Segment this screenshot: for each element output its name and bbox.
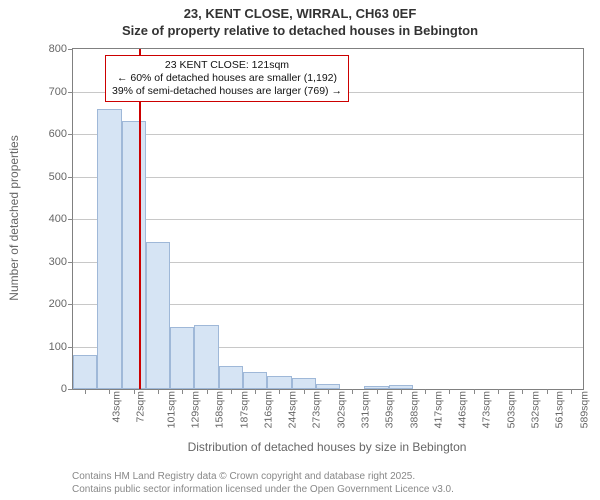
chart-title: 23, KENT CLOSE, WIRRAL, CH63 0EF Size of… xyxy=(0,0,600,40)
x-tick-mark xyxy=(207,389,208,394)
x-tick-label: 532sqm xyxy=(529,391,541,428)
x-tick-mark xyxy=(522,389,523,394)
x-tick-label: 187sqm xyxy=(238,391,250,428)
x-tick-label: 129sqm xyxy=(189,391,201,428)
histogram-bar xyxy=(292,378,316,389)
footer-attribution: Contains HM Land Registry data © Crown c… xyxy=(72,471,454,496)
histogram-bar xyxy=(267,376,291,389)
x-tick-label: 101sqm xyxy=(165,391,177,428)
histogram-bar xyxy=(97,109,121,390)
x-tick-mark xyxy=(352,389,353,394)
y-axis-label: Number of detached properties xyxy=(7,135,21,300)
x-tick-label: 72sqm xyxy=(135,391,147,423)
y-tick-label: 700 xyxy=(49,86,73,98)
x-tick-label: 446sqm xyxy=(457,391,469,428)
annotation-box: 23 KENT CLOSE: 121sqm← 60% of detached h… xyxy=(105,55,349,102)
x-tick-label: 158sqm xyxy=(214,391,226,428)
y-tick-label: 400 xyxy=(49,213,73,225)
annotation-line: 39% of semi-detached houses are larger (… xyxy=(112,85,342,98)
x-tick-mark xyxy=(474,389,475,394)
x-tick-label: 302sqm xyxy=(335,391,347,428)
histogram-bar xyxy=(122,121,146,389)
x-axis-label: Distribution of detached houses by size … xyxy=(72,440,582,454)
y-tick-label: 800 xyxy=(49,43,73,55)
x-tick-mark xyxy=(255,389,256,394)
x-tick-label: 473sqm xyxy=(481,391,493,428)
x-tick-label: 417sqm xyxy=(432,391,444,428)
plot-area: 010020030040050060070080043sqm72sqm101sq… xyxy=(72,48,584,390)
x-tick-mark xyxy=(134,389,135,394)
histogram-bar xyxy=(243,372,267,389)
histogram-bar xyxy=(219,366,243,389)
x-tick-mark xyxy=(304,389,305,394)
x-tick-label: 331sqm xyxy=(359,391,371,428)
x-tick-mark xyxy=(279,389,280,394)
annotation-line: ← 60% of detached houses are smaller (1,… xyxy=(112,72,342,85)
y-tick-label: 600 xyxy=(49,128,73,140)
x-tick-label: 244sqm xyxy=(287,391,299,428)
grid-line xyxy=(73,219,583,220)
x-tick-mark xyxy=(231,389,232,394)
x-tick-mark xyxy=(158,389,159,394)
chart-title-line1: 23, KENT CLOSE, WIRRAL, CH63 0EF xyxy=(0,6,600,23)
x-tick-mark xyxy=(328,389,329,394)
y-tick-label: 500 xyxy=(49,171,73,183)
x-tick-mark xyxy=(377,389,378,394)
x-tick-label: 216sqm xyxy=(262,391,274,428)
histogram-bar xyxy=(73,355,97,389)
y-tick-label: 200 xyxy=(49,298,73,310)
x-tick-label: 359sqm xyxy=(384,391,396,428)
x-tick-mark xyxy=(182,389,183,394)
y-tick-label: 300 xyxy=(49,256,73,268)
histogram-bar xyxy=(170,327,194,389)
x-tick-mark xyxy=(571,389,572,394)
x-tick-mark xyxy=(449,389,450,394)
footer-line1: Contains HM Land Registry data © Crown c… xyxy=(72,471,454,484)
grid-line xyxy=(73,177,583,178)
y-tick-label: 0 xyxy=(61,383,73,395)
chart-title-line2: Size of property relative to detached ho… xyxy=(0,23,600,40)
x-tick-label: 388sqm xyxy=(408,391,420,428)
x-tick-mark xyxy=(85,389,86,394)
x-tick-mark xyxy=(425,389,426,394)
x-tick-label: 503sqm xyxy=(505,391,517,428)
x-tick-mark xyxy=(401,389,402,394)
histogram-bar xyxy=(146,242,170,389)
annotation-line: 23 KENT CLOSE: 121sqm xyxy=(112,59,342,72)
histogram-bar xyxy=(194,325,218,389)
x-tick-label: 273sqm xyxy=(311,391,323,428)
x-tick-label: 561sqm xyxy=(554,391,566,428)
grid-line xyxy=(73,134,583,135)
x-tick-mark xyxy=(109,389,110,394)
x-tick-label: 43sqm xyxy=(111,391,123,423)
x-tick-label: 589sqm xyxy=(578,391,590,428)
y-tick-label: 100 xyxy=(49,341,73,353)
x-tick-mark xyxy=(547,389,548,394)
footer-line2: Contains public sector information licen… xyxy=(72,484,454,497)
x-tick-mark xyxy=(498,389,499,394)
